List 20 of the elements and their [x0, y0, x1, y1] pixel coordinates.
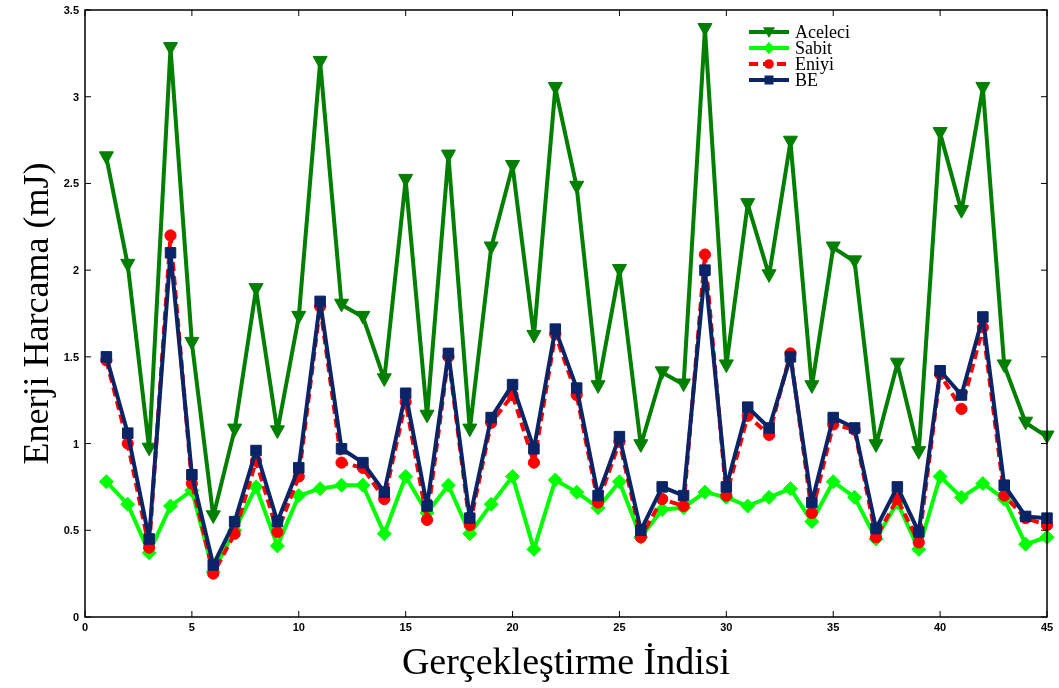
y-tick-label: 2.5 — [63, 177, 79, 190]
x-tick-label: 20 — [506, 621, 519, 633]
y-axis-title: Enerji Harcama (mJ) — [16, 162, 56, 465]
x-tick-label: 5 — [188, 621, 195, 633]
x-tick-label: 35 — [827, 621, 840, 633]
x-axis-title: Gerçekleştirme İndisi — [401, 640, 731, 682]
y-tick-label: 0.5 — [63, 524, 79, 537]
y-tick-label: 3.5 — [63, 4, 79, 16]
x-tick-label: 45 — [1040, 621, 1054, 633]
x-tick-label: 15 — [399, 621, 412, 633]
x-tick-label: 0 — [81, 621, 89, 633]
y-tick-label: 1 — [72, 437, 79, 450]
x-tick-label: 10 — [292, 621, 305, 633]
y-tick-label: 0 — [72, 611, 79, 623]
y-tick-label: 3 — [72, 90, 79, 103]
x-tick-label: 40 — [933, 621, 947, 633]
x-tick-label: 30 — [720, 621, 733, 633]
y-tick-label: 1.5 — [63, 350, 79, 363]
x-tick-label: 25 — [613, 621, 626, 633]
y-tick-label: 2 — [72, 264, 79, 277]
